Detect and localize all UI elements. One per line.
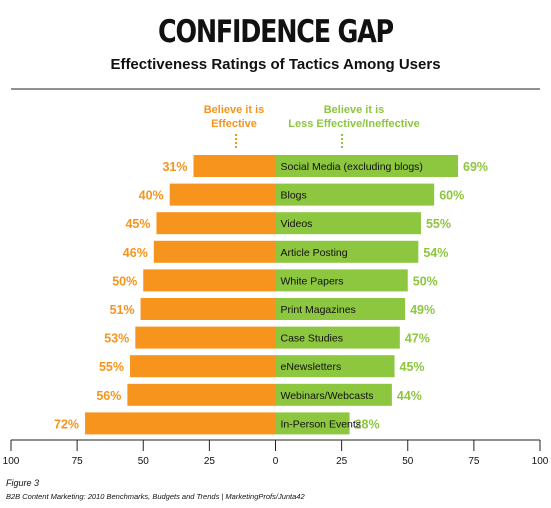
data-label-less-effective: 55% bbox=[426, 217, 451, 231]
bar-effective bbox=[153, 240, 276, 263]
x-tick-label: 100 bbox=[3, 456, 20, 467]
bar-less-effective bbox=[275, 155, 459, 177]
data-label-less-effective: 28% bbox=[355, 417, 380, 431]
data-label-effective: 31% bbox=[162, 160, 187, 174]
data-label-effective: 53% bbox=[104, 332, 129, 346]
bar-effective bbox=[127, 383, 276, 406]
bar-less-effective bbox=[275, 326, 400, 349]
chart-title: CONFIDENCE GAP bbox=[158, 14, 394, 50]
bar-effective bbox=[130, 355, 276, 378]
category-label: Webinars/Webcasts bbox=[281, 390, 374, 402]
category-label: Videos bbox=[281, 218, 313, 230]
legend-less-effective-line1: Believe it is bbox=[324, 104, 385, 116]
x-tick-label: 0 bbox=[273, 456, 279, 467]
data-label-effective: 55% bbox=[99, 360, 124, 374]
data-label-effective: 56% bbox=[96, 389, 121, 403]
category-label: White Papers bbox=[281, 275, 344, 287]
data-label-effective: 50% bbox=[112, 274, 137, 288]
category-label: Case Studies bbox=[281, 333, 343, 345]
data-label-effective: 45% bbox=[125, 217, 150, 231]
data-label-less-effective: 69% bbox=[463, 160, 488, 174]
x-tick-label: 75 bbox=[468, 456, 480, 467]
x-tick-label: 50 bbox=[402, 456, 414, 467]
data-label-less-effective: 45% bbox=[400, 360, 425, 374]
legend-effective-line2: Effective bbox=[211, 118, 257, 130]
data-label-less-effective: 44% bbox=[397, 389, 422, 403]
bar-less-effective bbox=[275, 383, 392, 406]
category-label: Print Magazines bbox=[281, 304, 356, 316]
x-tick-label: 25 bbox=[336, 456, 348, 467]
data-label-less-effective: 60% bbox=[439, 189, 464, 203]
bar-effective bbox=[143, 269, 276, 292]
category-label: Social Media (excluding blogs) bbox=[281, 161, 423, 173]
x-tick-label: 25 bbox=[204, 456, 216, 467]
bar-less-effective bbox=[275, 183, 435, 206]
bar-effective bbox=[169, 183, 276, 206]
category-label: In-Person Events bbox=[281, 418, 362, 430]
category-label: Article Posting bbox=[281, 247, 348, 259]
bar-less-effective bbox=[275, 298, 406, 320]
x-tick-label: 50 bbox=[138, 456, 150, 467]
x-tick-label: 75 bbox=[72, 456, 84, 467]
bar-effective bbox=[85, 412, 276, 435]
category-label: Blogs bbox=[281, 190, 307, 202]
chart-subtitle: Effectiveness Ratings of Tactics Among U… bbox=[110, 56, 441, 73]
bar-less-effective bbox=[275, 355, 395, 378]
source-note: B2B Content Marketing: 2010 Benchmarks, … bbox=[6, 492, 305, 501]
bar-less-effective bbox=[275, 240, 419, 263]
legend-less-effective-line2: Less Effective/Ineffective bbox=[288, 118, 419, 130]
bar-less-effective bbox=[275, 212, 421, 235]
bars-group: 31% 69% Social Media (excluding blogs) 40% 6… bbox=[54, 155, 488, 435]
figure-label: Figure 3 bbox=[6, 478, 40, 488]
bar-effective bbox=[135, 326, 276, 349]
data-label-less-effective: 54% bbox=[423, 246, 448, 260]
data-label-effective: 40% bbox=[139, 189, 164, 203]
data-label-effective: 46% bbox=[123, 246, 148, 260]
x-axis-ticks: 100 75 50 25 0 25 50 75 100 bbox=[3, 440, 549, 467]
x-tick-label: 100 bbox=[532, 456, 549, 467]
data-label-effective: 72% bbox=[54, 417, 79, 431]
data-label-less-effective: 49% bbox=[410, 303, 435, 317]
category-label: eNewsletters bbox=[281, 361, 342, 373]
bar-less-effective bbox=[275, 412, 350, 435]
bar-less-effective bbox=[275, 269, 408, 292]
data-label-less-effective: 50% bbox=[413, 274, 438, 288]
bar-effective bbox=[193, 155, 276, 177]
data-label-effective: 51% bbox=[110, 303, 135, 317]
bar-effective bbox=[140, 298, 276, 320]
legend-effective-line1: Believe it is bbox=[204, 104, 265, 116]
data-label-less-effective: 47% bbox=[405, 332, 430, 346]
bar-effective bbox=[156, 212, 276, 235]
